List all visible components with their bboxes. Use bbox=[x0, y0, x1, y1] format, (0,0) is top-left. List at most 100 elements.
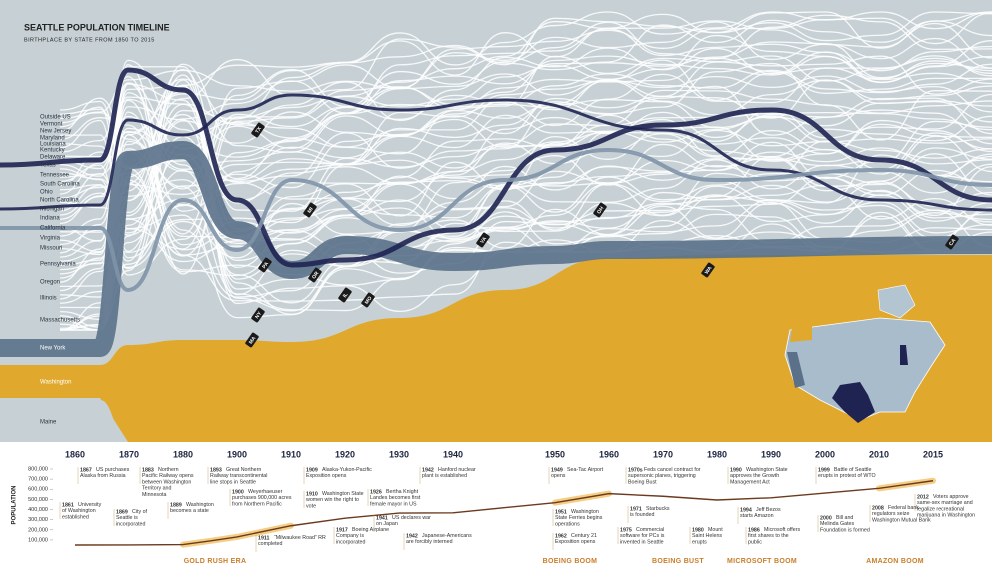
event-text-line: Great Northern bbox=[226, 467, 261, 473]
state-tag: CA bbox=[945, 234, 959, 250]
event-text-line: Starbucks bbox=[646, 506, 670, 512]
event-year: 2012 bbox=[917, 494, 929, 500]
event-text-line: Commercial bbox=[636, 527, 664, 533]
event-year: 1910 bbox=[306, 491, 318, 497]
event-text-line: Sea-Tac Airport bbox=[567, 467, 604, 473]
ribbon-line bbox=[59, 91, 992, 331]
event-text-line: City of bbox=[132, 509, 148, 515]
event-year: 1990 bbox=[730, 467, 742, 473]
event-text-line: Exposition opens bbox=[306, 474, 347, 480]
subtitle: BIRTHPLACE BY STATE FROM 1850 TO 2015 bbox=[24, 37, 155, 43]
event-year: 1909 bbox=[306, 467, 318, 473]
event-text-line: State Ferries begins bbox=[555, 516, 603, 522]
event-text-line: US purchases bbox=[96, 467, 130, 473]
event-year: 1869 bbox=[116, 509, 128, 515]
decade-label: 1860 bbox=[65, 449, 85, 459]
state-label: Louisiana bbox=[40, 142, 66, 148]
event-text-line: Territory and bbox=[142, 486, 171, 492]
event-text-line: public bbox=[748, 540, 762, 546]
event-text-line: Railway transcontinental bbox=[210, 474, 267, 480]
event-text: Voters approve same-sex marriage and legal… bbox=[917, 494, 975, 519]
event-text: Washington State women win the right to vo… bbox=[306, 491, 364, 509]
tag-label: IL bbox=[342, 292, 349, 299]
event-year: 1911 bbox=[258, 535, 270, 541]
event-text-line: completed bbox=[258, 542, 282, 548]
ribbon-line bbox=[59, 169, 992, 331]
state-label: Indiana bbox=[40, 216, 60, 222]
event-text-line: is founded bbox=[630, 513, 654, 519]
maine-area bbox=[0, 400, 128, 442]
event-year: 2000 bbox=[820, 515, 832, 521]
event-text: “Milwaukee Road” RR completed bbox=[258, 535, 326, 547]
event-text-line: becomes a state bbox=[170, 509, 209, 515]
event-text: University of Washington established bbox=[62, 502, 102, 520]
event-text-line: software for PCs is bbox=[620, 534, 665, 540]
map-washington bbox=[790, 326, 812, 342]
state-tag: OH bbox=[593, 202, 607, 218]
state-label: Missouri bbox=[40, 246, 62, 252]
event-year: 1949 bbox=[551, 467, 563, 473]
event-text-line: US declares war bbox=[392, 515, 431, 521]
decade-label: 1920 bbox=[335, 449, 355, 459]
state-band bbox=[0, 147, 992, 293]
event-text-line: erupts in protest of WTO bbox=[818, 474, 876, 480]
decade-label: 1870 bbox=[119, 449, 139, 459]
event-text-line: Bill and bbox=[836, 515, 853, 521]
tag-label: WA bbox=[704, 265, 714, 275]
y-tick-label: 500,000 bbox=[28, 497, 48, 503]
event-year: 1994 bbox=[740, 507, 752, 513]
tag-label: OH bbox=[596, 205, 605, 215]
event-year: 1975 bbox=[620, 527, 632, 533]
event-text-line: Company is bbox=[336, 534, 364, 540]
state-label: Oregon bbox=[40, 280, 60, 286]
event-text-line: Alaska from Russia bbox=[80, 474, 126, 480]
state-tag: IL bbox=[338, 287, 352, 303]
event-text-line: vote bbox=[306, 504, 316, 510]
event-text-line: of Washington bbox=[62, 509, 96, 515]
event-text-line: Boeing Airplane bbox=[352, 527, 389, 533]
event-text-line: Melinda Gates bbox=[820, 522, 855, 528]
event-text: Washington State approves the Growth Manag… bbox=[730, 467, 788, 485]
event-text-line: Foundation is formed bbox=[820, 528, 870, 534]
event-text-line: first shares to the bbox=[748, 534, 789, 540]
era-label: BOEING BOOM bbox=[543, 558, 598, 565]
state-label: Washington bbox=[40, 380, 71, 386]
state-label: North Carolina bbox=[40, 198, 79, 204]
tag-label: OR bbox=[311, 270, 320, 280]
tag-label: MO bbox=[364, 295, 374, 305]
event-text-line: Landes becomes first bbox=[370, 496, 421, 502]
us-map bbox=[784, 284, 946, 423]
event-year: 1893 bbox=[210, 467, 222, 473]
event-text-line: Washington bbox=[571, 509, 599, 515]
state-tag: MA bbox=[245, 332, 259, 348]
event-text: Washington becomes a state bbox=[170, 502, 214, 514]
event-year: 1917 bbox=[336, 527, 348, 533]
washington-area bbox=[0, 255, 992, 442]
y-tick-label: 800,000 bbox=[28, 466, 48, 472]
ribbon-line bbox=[59, 34, 992, 275]
event-year: 2008 bbox=[872, 505, 884, 511]
event-text-line: Jeff Bezos bbox=[756, 507, 781, 513]
event-text-line: supersonic planes, triggering bbox=[628, 474, 696, 480]
ribbon-line bbox=[59, 79, 992, 214]
state-band bbox=[0, 67, 992, 268]
event-text-line: Boeing Bust bbox=[628, 480, 657, 486]
event-year: 1986 bbox=[748, 527, 760, 533]
tag-box bbox=[945, 234, 959, 250]
state-tag: PA bbox=[258, 257, 272, 273]
decade-label: 1910 bbox=[281, 449, 301, 459]
event-text-line: women win the right to bbox=[306, 498, 359, 504]
era-label: MICROSOFT BOOM bbox=[727, 558, 797, 565]
decade-label: 1900 bbox=[227, 449, 247, 459]
tag-box bbox=[361, 292, 375, 308]
event-text-line: between Washington bbox=[142, 480, 191, 486]
event-text-line: Seattle is bbox=[116, 516, 138, 522]
decade-label: 1880 bbox=[173, 449, 193, 459]
event-text-line: Washington State bbox=[322, 491, 364, 497]
event-text: Sea-Tac Airport opens bbox=[551, 467, 604, 479]
tag-box bbox=[258, 257, 272, 273]
tag-box bbox=[701, 262, 715, 278]
era-label: BOEING BUST bbox=[652, 558, 704, 565]
event-text: Boeing Airplane Company is incorporated bbox=[336, 527, 389, 545]
